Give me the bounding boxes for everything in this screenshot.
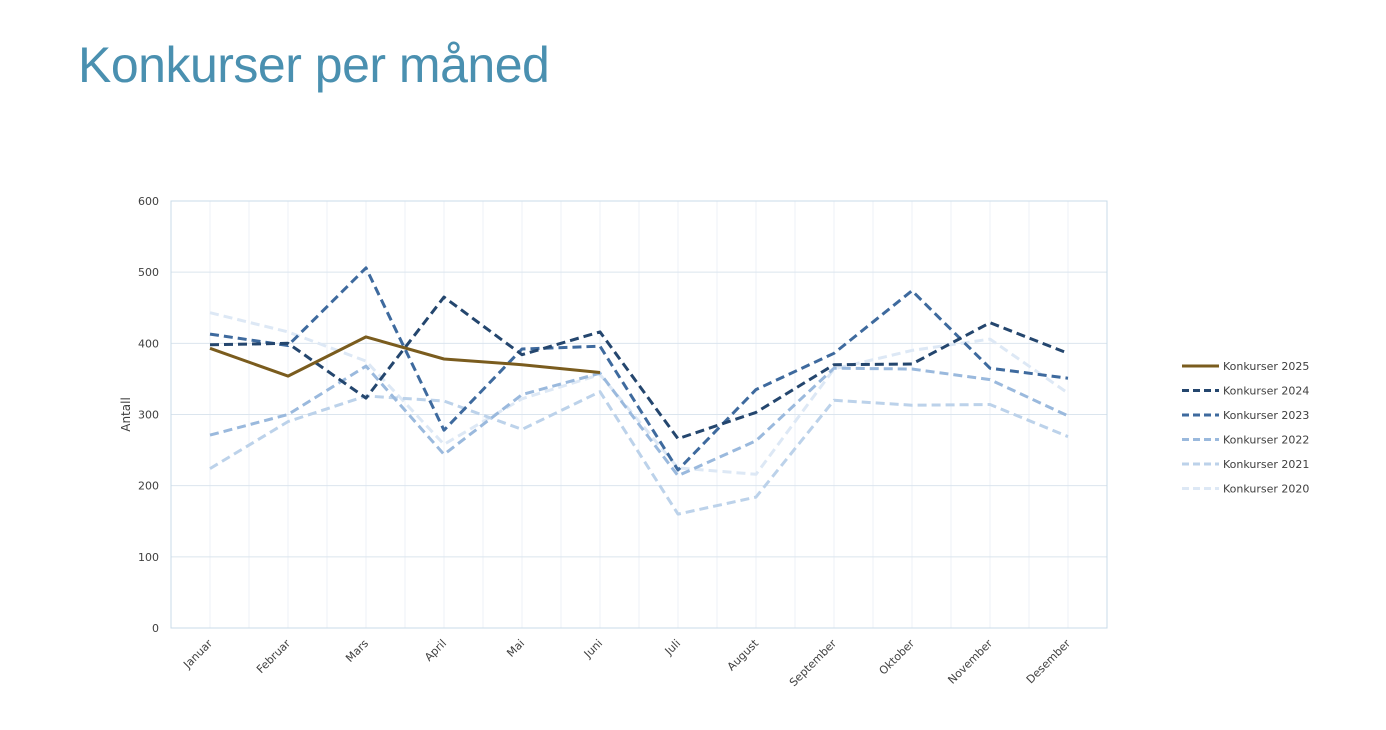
x-tick-label: August (725, 636, 762, 673)
x-tick-label: Februar (254, 637, 293, 676)
series-line (209, 311, 1069, 476)
legend-label: Konkurser 2022 (1223, 434, 1309, 447)
x-tick-label: Mars (343, 637, 371, 665)
legend-label: Konkurser 2023 (1223, 409, 1309, 422)
series-line (209, 295, 1069, 441)
series-layer (209, 266, 1069, 516)
x-tick-label: Juni (581, 637, 605, 661)
axis-layer: 0 100 200 300 400 500 600 Januar Februar Mars Apri… (138, 195, 1073, 689)
x-tick-label: September (787, 637, 840, 690)
y-tick-label: 100 (138, 551, 159, 564)
x-tick-label: April (422, 637, 449, 664)
y-tick-label: 600 (138, 195, 159, 208)
page-title: Konkurser per måned (78, 37, 550, 93)
series-line (209, 335, 601, 378)
series-line (209, 266, 1069, 472)
legend-label: Konkurser 2024 (1223, 385, 1309, 398)
x-tick-label: Januar (180, 637, 215, 672)
y-tick-label: 300 (138, 409, 159, 422)
x-tick-label: Desember (1024, 637, 1074, 687)
x-tick-label: Oktober (877, 637, 918, 678)
series-line (209, 364, 1069, 478)
x-tick-label: Mai (504, 637, 527, 660)
grid-layer (171, 200, 1107, 629)
x-tick-label: November (945, 637, 995, 687)
legend-label: Konkurser 2025 (1223, 360, 1309, 373)
x-tick-label: Juli (662, 637, 683, 658)
y-tick-label: 200 (138, 480, 159, 493)
legend: Konkurser 2025 Konkurser 2024 Konkurser 20… (1182, 360, 1309, 496)
legend-label: Konkurser 2020 (1223, 483, 1309, 496)
y-tick-label: 400 (138, 337, 159, 350)
legend-label: Konkurser 2021 (1223, 458, 1309, 471)
series-line (209, 390, 1069, 516)
plot-frame (170, 200, 1108, 629)
y-tick-label: 0 (152, 622, 159, 635)
y-axis-label: Antall (119, 397, 133, 432)
y-tick-label: 500 (138, 266, 159, 279)
